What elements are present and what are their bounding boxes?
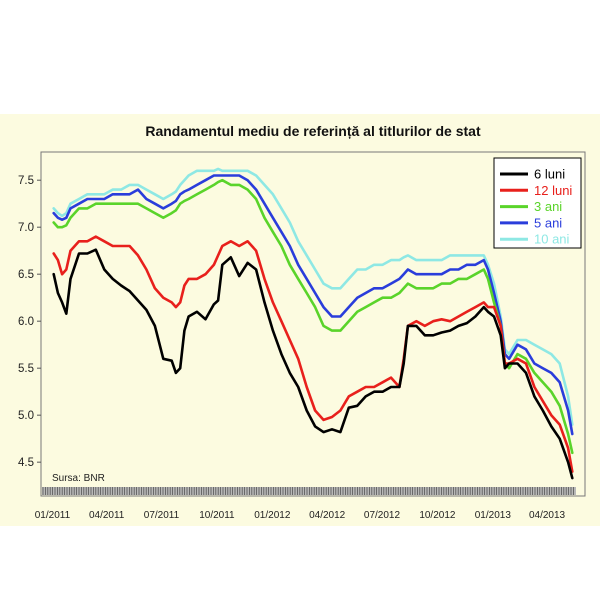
- legend-entry: 3 ani: [500, 199, 562, 214]
- x-tick-label: 01/2011: [35, 510, 71, 521]
- legend-label: 10 ani: [534, 232, 570, 247]
- x-tick-label: 10/2012: [419, 510, 456, 521]
- legend-label: 6 luni: [534, 167, 565, 182]
- legend-label: 12 luni: [534, 183, 572, 198]
- series-line-6-luni: [52, 248, 574, 480]
- x-tick-label: 07/2011: [144, 510, 180, 521]
- source-note: Sursa: BNR: [52, 473, 105, 484]
- y-tick-label: 6.0: [18, 316, 34, 328]
- x-tick-label: 10/2011: [199, 510, 235, 521]
- y-tick-label: 5.5: [18, 363, 34, 375]
- plot-area: [40, 151, 586, 497]
- chart-title: Randamentul mediu de referință al titlur…: [145, 123, 481, 139]
- legend-label: 5 ani: [534, 215, 562, 230]
- y-tick-label: 5.0: [18, 410, 34, 422]
- x-tick-label: 01/2013: [475, 510, 512, 521]
- series-line-12-luni: [52, 235, 574, 473]
- y-axis: 4.5 5.0 5.5 6.0 6.5 7.0 7.5: [18, 175, 41, 469]
- series-line-5-ani: [52, 174, 574, 436]
- series-line-10-ani: [52, 167, 574, 426]
- x-tick-label: 07/2012: [364, 510, 401, 521]
- x-tick-label: 04/2011: [89, 510, 125, 521]
- legend-label: 3 ani: [534, 199, 562, 214]
- y-tick-label: 6.5: [18, 269, 34, 281]
- series-line-3-ani: [52, 178, 574, 455]
- x-axis: 01/2011 04/2011 07/2011 10/2011 01/2012 04/20…: [35, 510, 566, 521]
- legend-entry: 6 luni: [500, 167, 565, 182]
- x-tick-label: 01/2012: [254, 510, 291, 521]
- y-tick-label: 4.5: [18, 457, 34, 469]
- y-tick-label: 7.0: [18, 222, 34, 234]
- legend-entry: 5 ani: [500, 215, 562, 230]
- x-tick-label: 04/2012: [309, 510, 346, 521]
- series-lines: [52, 167, 574, 480]
- legend-entry: 10 ani: [500, 232, 570, 247]
- date-rug: [42, 487, 576, 495]
- legend-entry: 12 luni: [500, 183, 572, 198]
- x-tick-label: 04/2013: [529, 510, 566, 521]
- y-tick-label: 7.5: [18, 175, 34, 187]
